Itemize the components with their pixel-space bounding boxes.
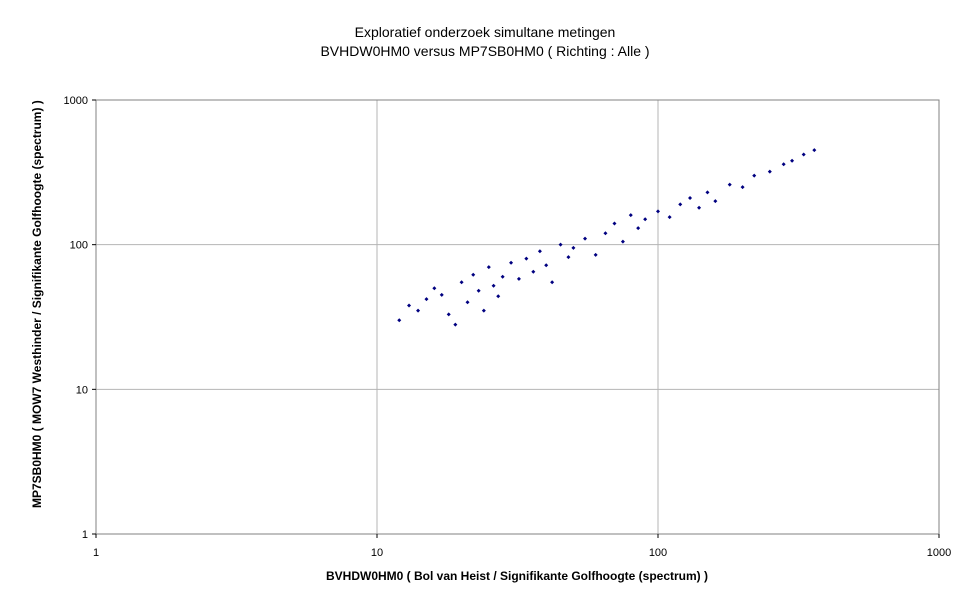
data-point xyxy=(571,245,576,250)
data-point xyxy=(752,173,757,178)
x-tick-label: 10 xyxy=(371,547,383,559)
data-point xyxy=(471,272,476,277)
data-point xyxy=(643,217,648,222)
data-point xyxy=(790,158,795,163)
data-point xyxy=(459,280,464,285)
x-tick-label: 1 xyxy=(93,547,99,559)
data-point xyxy=(446,312,451,317)
data-point xyxy=(524,256,529,261)
data-point xyxy=(424,297,429,302)
data-point xyxy=(620,239,625,244)
y-axis-label: MP7SB0HM0 ( MOW7 Westhinder / Signifikan… xyxy=(30,100,44,508)
data-point xyxy=(656,209,660,214)
axis-ticks: 1 10 100 1000 1 10 100 1000 xyxy=(64,95,952,559)
data-point xyxy=(781,162,786,167)
data-point xyxy=(537,249,542,254)
data-point xyxy=(432,286,437,291)
data-point xyxy=(500,274,505,279)
data-point xyxy=(678,202,683,207)
data-point xyxy=(705,190,710,195)
data-point xyxy=(697,205,702,210)
data-point xyxy=(550,280,555,285)
data-point xyxy=(439,292,444,297)
x-tick-label: 1000 xyxy=(927,547,951,559)
data-point xyxy=(593,252,598,257)
data-point xyxy=(812,148,817,153)
data-point xyxy=(465,300,470,305)
data-point xyxy=(688,196,693,201)
data-point xyxy=(509,260,514,265)
data-point xyxy=(516,276,521,281)
y-tick-label: 1000 xyxy=(64,95,88,107)
x-axis-label: BVHDW0HM0 ( Bol van Heist / Signifikante… xyxy=(325,569,709,583)
chart-subtitle: BVHDW0HM0 versus MP7SB0HM0 ( Richting : … xyxy=(320,43,650,59)
data-point xyxy=(566,255,571,260)
data-point xyxy=(491,283,496,288)
data-point xyxy=(612,221,617,226)
data-point xyxy=(397,318,402,323)
data-point xyxy=(727,182,732,187)
data-point xyxy=(531,269,536,274)
plot-area xyxy=(96,100,939,534)
data-point xyxy=(767,169,772,174)
data-point xyxy=(558,242,563,247)
y-tick-label: 10 xyxy=(76,384,88,396)
data-point xyxy=(486,265,491,270)
data-point xyxy=(476,288,481,293)
x-tick-label: 100 xyxy=(649,547,667,559)
data-point xyxy=(416,308,421,313)
data-points xyxy=(397,148,817,327)
y-tick-label: 100 xyxy=(70,240,88,252)
data-point xyxy=(453,322,458,327)
data-point xyxy=(603,231,608,236)
data-point xyxy=(667,215,672,220)
data-point xyxy=(740,185,745,190)
data-point xyxy=(583,236,588,241)
plot-border xyxy=(95,99,940,535)
data-point xyxy=(481,308,486,313)
data-point xyxy=(544,263,549,268)
data-point xyxy=(628,213,633,218)
chart-title: Exploratief onderzoek simultane metingen xyxy=(354,24,616,40)
data-point xyxy=(407,303,412,308)
data-point xyxy=(801,152,806,157)
data-point xyxy=(496,294,501,299)
data-point xyxy=(636,226,641,231)
data-point xyxy=(713,199,718,204)
y-tick-label: 1 xyxy=(82,529,88,541)
